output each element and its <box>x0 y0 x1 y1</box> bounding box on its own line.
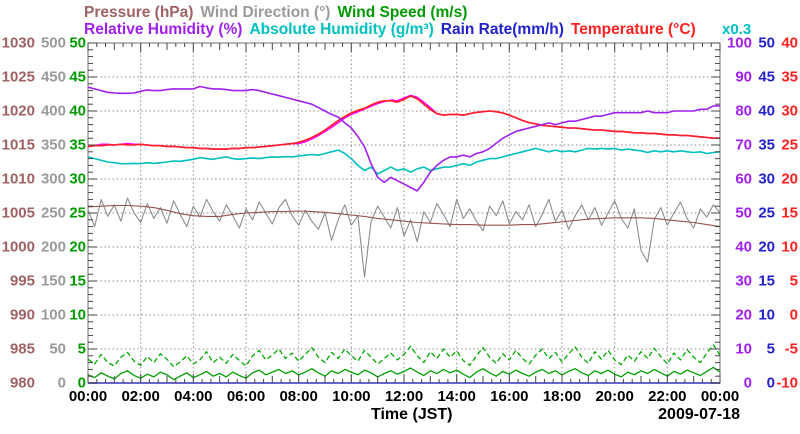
y-tick-wind_speed: 30 <box>69 170 86 188</box>
series-absolute-humidity <box>87 147 721 175</box>
y-tick-wind_direction: 50 <box>49 340 66 358</box>
y-tick-wind_speed: 5 <box>77 340 86 358</box>
y-tick-rain: 50 <box>758 34 775 52</box>
y-tick-rain: 25 <box>758 204 775 222</box>
y-tick-wind_direction: 300 <box>40 170 66 188</box>
legend-rain-rate: Rain Rate(mm/h) <box>440 21 564 38</box>
y-tick-temperature: 25 <box>781 136 798 154</box>
absolute-humidity-scale-note: x0.3 <box>722 21 752 38</box>
x-tick-label: 08:00 <box>279 388 318 405</box>
series-wind-speed-gust <box>87 344 721 368</box>
legend-pressure: Pressure (hPa) <box>84 4 194 21</box>
y-tick-temperature: 30 <box>781 102 798 120</box>
y-tick-wind_speed: 25 <box>69 204 86 222</box>
y-tick-rain: 20 <box>758 238 775 256</box>
y-tick-temperature: 5 <box>789 272 798 290</box>
y-tick-rain: 10 <box>758 306 775 324</box>
y-tick-wind_direction: 200 <box>40 238 66 256</box>
y-tick-pressure: 980 <box>9 374 35 392</box>
y-tick-pressure: 1015 <box>1 136 35 154</box>
y-tick-wind_speed: 40 <box>69 102 86 120</box>
x-tick-label: 16:00 <box>490 388 529 405</box>
legend-wind-direction: Wind Direction (°) <box>200 4 331 21</box>
y-tick-temperature: 20 <box>781 170 798 188</box>
legend-temperature: Temperature (°C) <box>570 21 696 38</box>
y-tick-pressure: 1030 <box>1 34 35 52</box>
y-tick-humidity: 60 <box>735 170 752 188</box>
y-tick-rain: 15 <box>758 272 775 290</box>
y-tick-rain: 35 <box>758 136 775 154</box>
y-tick-humidity: 80 <box>735 102 752 120</box>
y-tick-rain: 45 <box>758 68 775 86</box>
x-tick-label: 00:00 <box>700 388 740 405</box>
y-tick-temperature: -10 <box>776 374 798 392</box>
y-tick-temperature: 35 <box>781 68 798 86</box>
y-tick-wind_direction: 250 <box>40 204 66 222</box>
y-tick-wind_speed: 0 <box>77 374 86 392</box>
y-tick-wind_direction: 0 <box>57 374 66 392</box>
x-tick-label: 22:00 <box>648 388 687 405</box>
y-tick-humidity: 70 <box>735 136 752 154</box>
y-tick-humidity: 50 <box>735 204 752 222</box>
legend-absolute-humidity: Absolute Humidity (g/m³) <box>249 21 434 38</box>
x-tick-label: 00:00 <box>68 388 108 405</box>
y-tick-wind_direction: 500 <box>40 34 66 52</box>
y-tick-temperature: 40 <box>781 34 798 52</box>
x-tick-label: 04:00 <box>174 388 213 405</box>
y-tick-wind_speed: 10 <box>69 306 86 324</box>
y-tick-pressure: 1005 <box>1 204 35 222</box>
y-tick-pressure: 985 <box>9 340 35 358</box>
x-tick-label: 06:00 <box>226 388 266 405</box>
y-tick-rain: 0 <box>766 374 775 392</box>
y-tick-humidity: 100 <box>726 34 752 52</box>
y-tick-humidity: 20 <box>735 306 752 324</box>
x-tick-label: 18:00 <box>542 388 582 405</box>
y-tick-pressure: 1010 <box>1 170 35 188</box>
y-tick-wind_speed: 35 <box>69 136 86 154</box>
x-tick-label: 12:00 <box>384 388 424 405</box>
x-tick-label: 10:00 <box>332 388 371 405</box>
y-tick-pressure: 1000 <box>1 238 35 256</box>
x-axis-title: Time (JST) <box>371 406 453 423</box>
x-tick-label: 14:00 <box>437 388 476 405</box>
y-tick-temperature: 0 <box>789 306 798 324</box>
y-tick-wind_speed: 20 <box>69 238 86 256</box>
y-tick-rain: 30 <box>758 170 775 188</box>
y-tick-wind_speed: 15 <box>69 272 86 290</box>
y-tick-wind_direction: 350 <box>40 136 66 154</box>
y-tick-pressure: 1020 <box>1 102 35 120</box>
x-tick-label: 20:00 <box>595 388 634 405</box>
y-tick-rain: 40 <box>758 102 775 120</box>
series-pressure <box>87 204 721 228</box>
y-tick-humidity: 90 <box>735 68 752 86</box>
y-tick-humidity: 30 <box>735 272 752 290</box>
y-tick-wind_direction: 400 <box>40 102 66 120</box>
y-tick-humidity: 10 <box>735 340 752 358</box>
legend-relative-humidity: Relative Humidity (%) <box>84 21 243 38</box>
date-label: 2009-07-18 <box>658 406 740 423</box>
y-tick-wind_speed: 50 <box>69 34 86 52</box>
series-relative-humidity <box>87 85 720 192</box>
y-tick-rain: 5 <box>766 340 775 358</box>
y-tick-humidity: 40 <box>735 238 752 256</box>
y-tick-wind_direction: 150 <box>40 272 66 290</box>
legend-wind-speed: Wind Speed (m/s) <box>337 4 468 21</box>
legend-row-2: Relative Humidity (%) Absolute Humidity (… <box>84 21 696 38</box>
y-tick-pressure: 995 <box>9 272 35 290</box>
x-tick-label: 02:00 <box>121 388 160 405</box>
y-tick-humidity: 0 <box>743 374 752 392</box>
legend-row-1: Pressure (hPa) Wind Direction (°) Wind Spe… <box>84 4 467 21</box>
y-tick-pressure: 1025 <box>1 68 35 86</box>
y-tick-pressure: 990 <box>9 306 35 324</box>
series-temperature <box>87 95 720 150</box>
series-wind-direction <box>87 197 721 278</box>
y-tick-wind_speed: 45 <box>69 68 86 86</box>
y-tick-wind_direction: 100 <box>40 306 66 324</box>
y-tick-temperature: 15 <box>781 204 798 222</box>
y-tick-temperature: 10 <box>781 238 798 256</box>
y-tick-wind_direction: 450 <box>40 68 66 86</box>
y-tick-temperature: -5 <box>784 340 798 358</box>
